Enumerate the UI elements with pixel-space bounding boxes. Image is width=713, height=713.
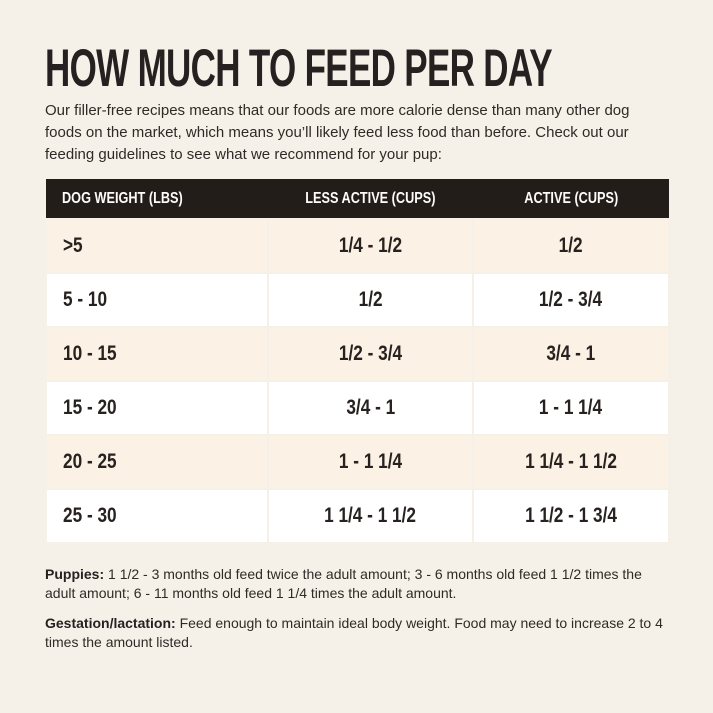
cell-active: 1 1/2 - 1 3/4 [472, 488, 670, 545]
intro-paragraph: Our filler-free recipes means that our f… [45, 102, 630, 164]
table-row: 15 - 20 3/4 - 1 1 - 1 1/4 [45, 380, 670, 437]
table-row: 5 - 10 1/2 1/2 - 3/4 [45, 272, 670, 329]
cell-weight: 20 - 25 [45, 434, 269, 491]
cell-active: 1/2 [472, 218, 670, 275]
table-row: 10 - 15 1/2 - 3/4 3/4 - 1 [45, 326, 670, 383]
cell-weight: 25 - 30 [45, 488, 269, 545]
table-row: 25 - 30 1 1/4 - 1 1/2 1 1/2 - 1 3/4 [45, 488, 670, 545]
cell-active: 1 - 1 1/4 [472, 380, 670, 437]
column-header-active: ACTIVE (CUPS) [473, 179, 669, 220]
cell-active: 3/4 - 1 [472, 326, 670, 383]
feeding-guidelines-table: DOG WEIGHT (LBS) LESS ACTIVE (CUPS) ACTI… [45, 179, 670, 545]
note-gestation-lactation: Gestation/lactation: Feed enough to main… [45, 614, 668, 652]
note-puppies-label: Puppies: [45, 566, 105, 583]
note-puppies: Puppies: 1 1/2 - 3 months old feed twice… [45, 565, 668, 603]
table-header-row: DOG WEIGHT (LBS) LESS ACTIVE (CUPS) ACTI… [46, 179, 669, 220]
column-header-dog-weight: DOG WEIGHT (LBS) [46, 179, 268, 220]
column-header-less-active: LESS ACTIVE (CUPS) [268, 179, 473, 220]
cell-weight: 15 - 20 [45, 380, 269, 437]
cell-active: 1/2 - 3/4 [472, 272, 670, 329]
page-title-text: HOW MUCH TO FEED PER DAY [45, 39, 553, 98]
footnotes: Puppies: 1 1/2 - 3 months old feed twice… [45, 565, 668, 652]
note-gestation-text: Feed enough to maintain ideal body weigh… [45, 615, 663, 651]
cell-less-active: 1/4 - 1/2 [267, 218, 474, 275]
cell-less-active: 1 - 1 1/4 [267, 434, 474, 491]
cell-weight: >5 [45, 218, 269, 275]
cell-weight: 10 - 15 [45, 326, 269, 383]
cell-weight: 5 - 10 [45, 272, 269, 329]
note-gestation-label: Gestation/lactation: [45, 615, 176, 632]
cell-less-active: 3/4 - 1 [267, 380, 474, 437]
table-row: 20 - 25 1 - 1 1/4 1 1/4 - 1 1/2 [45, 434, 670, 491]
cell-less-active: 1/2 [267, 272, 474, 329]
page-title: HOW MUCH TO FEED PER DAY [45, 42, 668, 95]
feeding-guide-page: HOW MUCH TO FEED PER DAY Our filler-free… [45, 42, 670, 652]
cell-less-active: 1 1/4 - 1 1/2 [267, 488, 474, 545]
note-puppies-text: 1 1/2 - 3 months old feed twice the adul… [45, 566, 642, 602]
table-row: >5 1/4 - 1/2 1/2 [45, 218, 670, 275]
cell-active: 1 1/4 - 1 1/2 [472, 434, 670, 491]
cell-less-active: 1/2 - 3/4 [267, 326, 474, 383]
